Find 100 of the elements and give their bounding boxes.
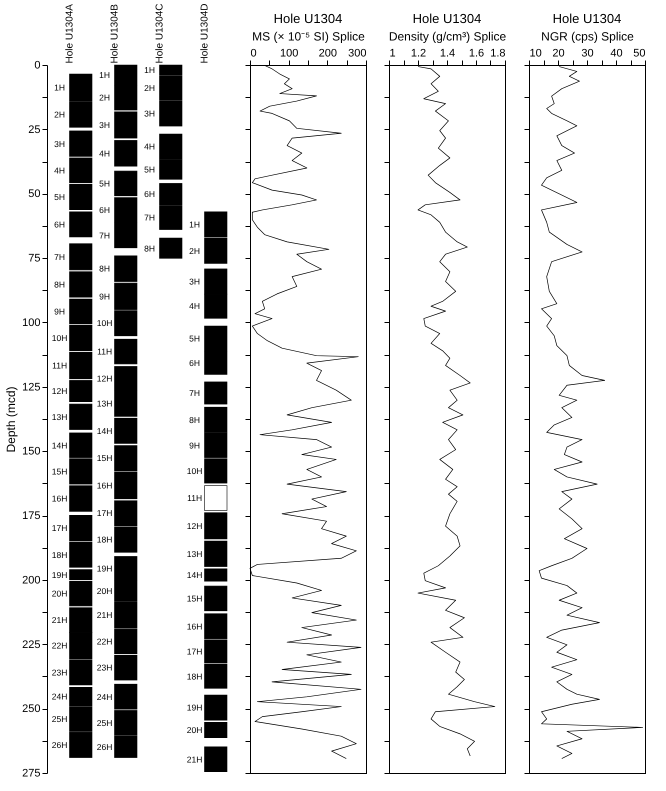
annotation: 6H xyxy=(144,189,156,200)
annotation: 21H xyxy=(186,754,202,764)
y-tick-label: 0 xyxy=(34,60,40,72)
y-tick-label: 275 xyxy=(22,768,40,780)
annotation: 9H xyxy=(54,306,66,316)
annotation: 23H xyxy=(52,667,68,678)
annotation: 5H xyxy=(144,164,156,175)
annotation: 2H xyxy=(189,246,200,256)
annotation: 10H xyxy=(52,332,68,343)
x-axis-title: Density (g/cm³) Splice xyxy=(388,30,507,44)
annotation: 8H xyxy=(99,264,110,274)
y-tick-label: 125 xyxy=(22,381,40,394)
chart-title: Hole U1304 xyxy=(552,11,622,26)
annotation: 10H xyxy=(186,466,202,476)
annotation: 16H xyxy=(186,621,202,632)
annotation: 15H xyxy=(96,453,112,464)
x-tick-label: 1.8 xyxy=(490,48,506,60)
x-tick-label: 10 xyxy=(530,48,542,60)
annotation: 2H xyxy=(54,110,66,120)
annotation: 19H xyxy=(186,702,202,713)
annotation: 4H xyxy=(144,142,156,152)
annotation: 6H xyxy=(54,219,66,230)
x-tick-label: 300 xyxy=(348,48,366,60)
annotation: 13H xyxy=(186,548,202,559)
annotation: 7H xyxy=(189,388,200,398)
annotation: 6H xyxy=(99,204,110,215)
annotation: 5H xyxy=(99,178,110,188)
annotation: 2H xyxy=(144,82,156,93)
annotation: 21H xyxy=(96,610,112,620)
annotation: 24H xyxy=(52,692,68,702)
x-tick-label: 0 xyxy=(250,48,257,60)
annotation: 7H xyxy=(99,230,110,240)
y-axis-title: Depth (mcd) xyxy=(4,386,18,453)
annotation: 4H xyxy=(54,165,66,176)
annotation: 3H xyxy=(144,108,156,119)
annotation: 26H xyxy=(96,742,112,752)
annotation: 20H xyxy=(52,588,68,599)
annotation: 22H xyxy=(96,636,112,646)
annotation: 14H xyxy=(96,426,112,436)
y-tick-label: 25 xyxy=(28,124,40,136)
annotation: 16H xyxy=(96,480,112,490)
annotation: 18H xyxy=(186,671,202,682)
annotation: 8H xyxy=(189,414,200,425)
x-tick-label: 20 xyxy=(552,48,565,60)
annotation: 17H xyxy=(52,523,68,534)
x-tick-label: 1 xyxy=(390,48,396,60)
annotation: 23H xyxy=(96,662,112,673)
x-tick-label: Hole U1304D xyxy=(200,3,210,64)
x-axis-title: NGR (cps) Splice xyxy=(541,30,634,44)
annotation: 1H xyxy=(189,219,200,230)
annotation: 20H xyxy=(186,725,202,736)
annotation: 15H xyxy=(52,466,68,477)
x-tick-label: Hole U1304A xyxy=(64,4,76,64)
annotation: 13H xyxy=(96,398,112,409)
x-tick-label: 100 xyxy=(280,48,298,60)
annotation: 25H xyxy=(52,714,68,724)
annotation: 11H xyxy=(97,346,112,357)
y-tick-label: 150 xyxy=(22,446,40,458)
annotation: 18H xyxy=(96,534,112,545)
annotation: 7H xyxy=(144,212,156,223)
annotation: 19H xyxy=(52,570,68,580)
x-tick-label: 200 xyxy=(318,48,338,60)
y-tick-label: 100 xyxy=(22,316,40,329)
annotation: 8H xyxy=(144,243,156,254)
annotation: 3H xyxy=(189,276,200,287)
annotation: 5H xyxy=(189,333,200,344)
x-tick-label: 30 xyxy=(581,48,594,60)
annotation: 1H xyxy=(144,64,156,75)
annotation: 26H xyxy=(52,740,68,750)
annotation: 12H xyxy=(96,373,112,384)
annotation: 6H xyxy=(189,358,200,368)
y-tick-label: 225 xyxy=(22,638,40,651)
annotation: 18H xyxy=(52,550,68,560)
annotation: 14H xyxy=(186,570,202,580)
x-tick-label: 1.6 xyxy=(468,48,484,60)
x-tick-label: 1.4 xyxy=(440,48,456,60)
annotation: 15H xyxy=(186,593,202,604)
x-tick-label: Hole U1304B xyxy=(110,4,120,64)
annotation: 4H xyxy=(189,301,200,312)
annotation: 12H xyxy=(186,520,202,531)
annotation: 10H xyxy=(96,318,112,328)
x-tick-label: 40 xyxy=(610,48,623,60)
annotation: 16H xyxy=(52,494,68,504)
chart-title: Hole U1304 xyxy=(274,11,342,26)
y-tick-label: 75 xyxy=(28,252,40,265)
annotation: 1H xyxy=(54,82,66,93)
annotation: 3H xyxy=(54,138,66,149)
annotation: 5H xyxy=(54,192,66,202)
annotation: 1H xyxy=(99,70,110,80)
annotation: 8H xyxy=(54,280,66,290)
annotation: 4H xyxy=(99,148,110,158)
chart-title: Hole U1304 xyxy=(412,11,482,26)
x-tick-label: 50 xyxy=(633,48,646,60)
annotation: 21H xyxy=(52,615,68,626)
annotation: 9H xyxy=(189,440,200,450)
annotation: 14H xyxy=(52,440,68,450)
annotation: 11H xyxy=(52,360,68,371)
annotation: 12H xyxy=(52,386,68,396)
annotation: 24H xyxy=(96,692,112,702)
y-tick-label: 200 xyxy=(22,574,40,586)
